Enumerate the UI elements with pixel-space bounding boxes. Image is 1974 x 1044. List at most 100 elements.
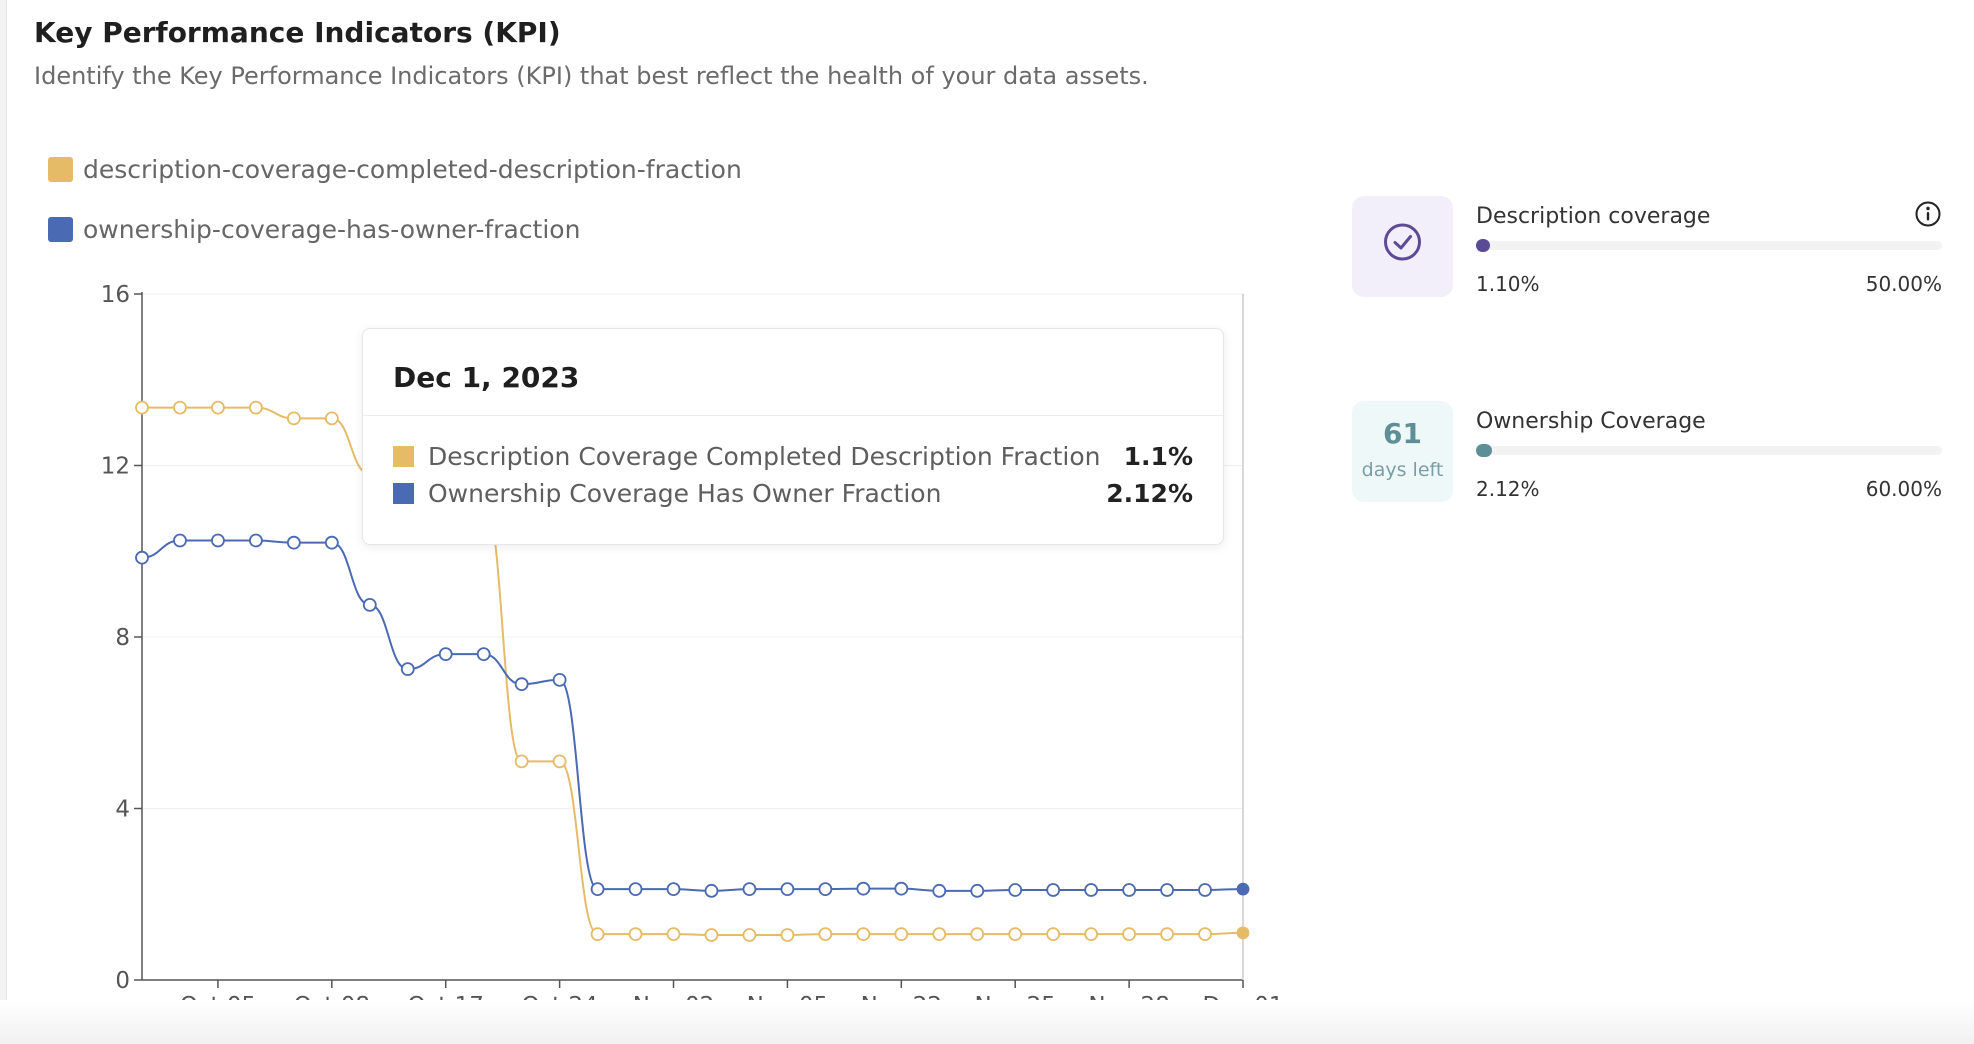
legend-item-ownership-coverage[interactable]: ownership-coverage-has-owner-fraction [48, 215, 580, 244]
data-point [173, 400, 187, 415]
tooltip-swatch [393, 446, 414, 467]
info-icon[interactable] [1914, 200, 1942, 228]
data-point [818, 882, 833, 897]
y-tick-label: 16 [101, 282, 130, 308]
data-point [742, 882, 757, 897]
data-point [1236, 926, 1250, 940]
data-point [476, 647, 491, 662]
data-point [666, 927, 681, 942]
data-point [780, 882, 795, 897]
page-subtitle: Identify the Key Performance Indicators … [34, 62, 1149, 90]
chart-tooltip: Dec 1, 2023 Description Coverage Complet… [362, 328, 1224, 545]
y-tick-label: 0 [115, 968, 130, 994]
kpi-status-box [1352, 196, 1453, 297]
kpi-progress-fill [1476, 444, 1493, 457]
data-point [1008, 927, 1023, 942]
data-point [438, 647, 453, 662]
data-point [514, 677, 529, 692]
tooltip-row-description: Description Coverage Completed Descripti… [393, 442, 1193, 471]
data-point [1122, 883, 1137, 897]
legend-swatch [48, 217, 73, 242]
tooltip-row-value: 1.1% [1123, 442, 1193, 471]
kpi-progress-track [1476, 444, 1942, 457]
kpi-name: Description coverage [1476, 204, 1711, 229]
data-point [970, 927, 985, 942]
data-point [1122, 927, 1137, 942]
data-point [400, 662, 415, 677]
page-title: Key Performance Indicators (KPI) [34, 16, 561, 49]
data-point [135, 550, 149, 565]
legend-item-description-coverage[interactable]: description-coverage-completed-descripti… [48, 155, 742, 184]
tooltip-date: Dec 1, 2023 [393, 361, 580, 394]
data-point [1084, 883, 1099, 897]
kpi-current-value: 1.10% [1476, 272, 1540, 296]
y-tick-label: 12 [101, 454, 130, 480]
data-point [1198, 883, 1212, 897]
data-point [1160, 927, 1174, 942]
data-point [324, 535, 339, 550]
series-line [141, 539, 1244, 892]
data-point [362, 597, 377, 612]
legend-label: ownership-coverage-has-owner-fraction [83, 215, 581, 244]
data-point [135, 400, 149, 415]
data-point [552, 754, 567, 769]
tooltip-row-ownership: Ownership Coverage Has Owner Fraction 2.… [393, 479, 1193, 508]
y-tick-label: 8 [115, 625, 130, 651]
data-point [552, 672, 567, 687]
data-point [248, 400, 263, 415]
days-left-box: 61 days left [1352, 401, 1453, 502]
kpi-card-description-coverage[interactable]: Description coverage 1.10% 50.00% [1352, 196, 1950, 306]
bottom-scroll-area [0, 1000, 1974, 1044]
data-point [1008, 883, 1023, 897]
tooltip-divider [363, 415, 1223, 416]
tooltip-swatch [393, 483, 414, 504]
kpi-progress-fill [1476, 239, 1490, 252]
data-point [628, 882, 643, 897]
data-point [590, 927, 605, 942]
data-point [932, 883, 947, 898]
kpi-progress-track [1476, 239, 1942, 252]
data-point [1046, 927, 1061, 942]
data-point [704, 883, 719, 898]
data-point [173, 533, 187, 548]
data-point [1236, 882, 1250, 896]
data-point [1160, 883, 1174, 897]
kpi-current-value: 2.12% [1476, 477, 1540, 501]
data-point [514, 754, 529, 769]
y-tick-label: 4 [115, 797, 130, 823]
data-point [856, 881, 871, 896]
data-point [286, 411, 301, 426]
data-point [590, 882, 605, 897]
days-left-number: 61 [1383, 417, 1422, 450]
legend-swatch [48, 157, 73, 182]
data-point [286, 535, 301, 550]
data-point [932, 927, 947, 942]
left-panel-edge [0, 0, 7, 1044]
tooltip-row-value: 2.12% [1106, 479, 1193, 508]
data-point [818, 927, 833, 942]
data-point [704, 928, 719, 942]
kpi-target-value: 50.00% [1865, 272, 1942, 296]
legend-label: description-coverage-completed-descripti… [83, 155, 742, 184]
data-point [1198, 927, 1212, 942]
kpi-name: Ownership Coverage [1476, 409, 1706, 434]
data-point [1084, 927, 1099, 942]
kpi-card-ownership-coverage[interactable]: 61 days left Ownership Coverage 2.12% 60… [1352, 401, 1950, 511]
data-point [780, 928, 795, 942]
data-point [1046, 883, 1061, 897]
tooltip-row-label: Description Coverage Completed Descripti… [428, 442, 1101, 471]
data-point [211, 400, 225, 415]
data-point [666, 882, 681, 897]
data-point [248, 533, 263, 548]
data-point [211, 533, 225, 548]
data-point [742, 928, 757, 942]
data-point [894, 881, 909, 896]
data-point [894, 927, 909, 942]
data-point [970, 883, 985, 898]
data-point [856, 927, 871, 942]
days-left-label: days left [1361, 459, 1444, 481]
data-point [628, 927, 643, 942]
tooltip-row-label: Ownership Coverage Has Owner Fraction [428, 479, 942, 508]
data-point [324, 411, 339, 426]
kpi-target-value: 60.00% [1865, 477, 1942, 501]
